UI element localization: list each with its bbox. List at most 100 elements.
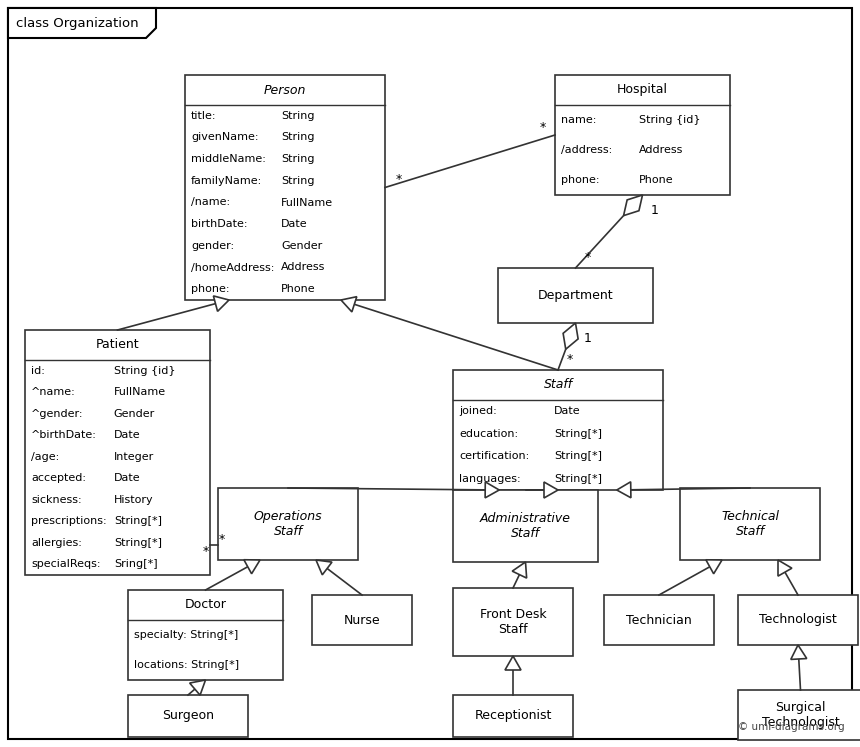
Polygon shape <box>8 8 156 38</box>
Text: /homeAddress:: /homeAddress: <box>191 262 274 273</box>
Text: Department: Department <box>538 289 613 302</box>
Text: String[*]: String[*] <box>114 516 162 526</box>
Bar <box>604 595 714 645</box>
Bar <box>453 370 663 490</box>
Text: *: * <box>567 353 573 367</box>
Text: Gender: Gender <box>114 409 155 419</box>
Text: familyName:: familyName: <box>191 176 262 186</box>
Text: specialReqs:: specialReqs: <box>31 560 101 569</box>
Text: name:: name: <box>561 115 596 125</box>
Text: *: * <box>203 545 209 557</box>
Bar <box>453 490 598 562</box>
Polygon shape <box>513 562 526 578</box>
Text: title:: title: <box>191 111 217 121</box>
Bar <box>498 268 653 323</box>
Text: Technical
Staff: Technical Staff <box>721 510 779 538</box>
Text: education:: education: <box>459 429 518 438</box>
Text: joined:: joined: <box>459 406 497 416</box>
Bar <box>128 695 248 737</box>
Text: Date: Date <box>114 430 140 440</box>
Polygon shape <box>316 560 332 575</box>
Polygon shape <box>706 560 722 574</box>
Bar <box>555 75 730 195</box>
Text: *: * <box>396 173 402 186</box>
Bar <box>185 75 385 300</box>
Text: ^gender:: ^gender: <box>31 409 83 419</box>
Text: Operations
Staff: Operations Staff <box>254 510 322 538</box>
Polygon shape <box>505 656 521 670</box>
Text: Sring[*]: Sring[*] <box>114 560 157 569</box>
Text: *: * <box>585 252 591 264</box>
Text: /address:: /address: <box>561 145 612 155</box>
Text: 1: 1 <box>584 332 592 346</box>
Bar <box>738 595 858 645</box>
Text: String[*]: String[*] <box>554 429 602 438</box>
Polygon shape <box>190 680 206 695</box>
Bar <box>218 488 358 560</box>
Text: Receptionist: Receptionist <box>475 710 551 722</box>
Text: Technologist: Technologist <box>759 613 837 627</box>
Text: id:: id: <box>31 366 45 376</box>
Text: String: String <box>281 111 315 121</box>
Bar <box>128 590 283 680</box>
Text: phone:: phone: <box>561 175 599 185</box>
Text: Gender: Gender <box>281 241 322 251</box>
Text: ^name:: ^name: <box>31 387 76 397</box>
Text: phone:: phone: <box>191 284 230 294</box>
Text: © uml-diagrams.org: © uml-diagrams.org <box>739 722 845 732</box>
Text: Date: Date <box>281 219 308 229</box>
Text: *: * <box>219 533 225 545</box>
Text: String[*]: String[*] <box>554 451 602 461</box>
Text: Integer: Integer <box>114 452 154 462</box>
Bar <box>312 595 412 645</box>
Text: String[*]: String[*] <box>554 474 602 484</box>
Text: /age:: /age: <box>31 452 59 462</box>
Text: Address: Address <box>639 145 684 155</box>
Text: String {id}: String {id} <box>639 115 701 125</box>
Text: middleName:: middleName: <box>191 154 266 164</box>
Bar <box>453 695 573 737</box>
Text: Date: Date <box>554 406 580 416</box>
Text: History: History <box>114 495 153 505</box>
Text: allergies:: allergies: <box>31 538 82 548</box>
Text: givenName:: givenName: <box>191 132 259 143</box>
Text: Surgeon: Surgeon <box>162 710 214 722</box>
Text: gender:: gender: <box>191 241 234 251</box>
Bar <box>453 588 573 656</box>
Text: Technician: Technician <box>626 613 692 627</box>
Polygon shape <box>617 482 631 498</box>
Polygon shape <box>244 560 260 574</box>
Text: certification:: certification: <box>459 451 529 461</box>
Text: ^birthDate:: ^birthDate: <box>31 430 97 440</box>
Bar <box>738 690 860 740</box>
Text: Phone: Phone <box>281 284 316 294</box>
Text: Front Desk
Staff: Front Desk Staff <box>480 608 546 636</box>
Text: String[*]: String[*] <box>114 538 162 548</box>
Text: sickness:: sickness: <box>31 495 82 505</box>
Text: specialty: String[*]: specialty: String[*] <box>134 630 238 640</box>
Text: Person: Person <box>264 84 306 96</box>
Text: Doctor: Doctor <box>185 598 226 612</box>
Text: *: * <box>540 120 546 134</box>
Text: /name:: /name: <box>191 197 230 208</box>
Text: languages:: languages: <box>459 474 520 484</box>
Text: Date: Date <box>114 474 140 483</box>
Text: locations: String[*]: locations: String[*] <box>134 660 239 670</box>
Text: Hospital: Hospital <box>617 84 668 96</box>
Text: accepted:: accepted: <box>31 474 86 483</box>
Text: String {id}: String {id} <box>114 366 175 376</box>
Text: FullName: FullName <box>114 387 166 397</box>
Bar <box>680 488 820 560</box>
Polygon shape <box>341 297 357 312</box>
Text: 1: 1 <box>650 205 659 217</box>
Text: Staff: Staff <box>544 379 573 391</box>
Text: birthDate:: birthDate: <box>191 219 248 229</box>
Text: Surgical
Technologist: Surgical Technologist <box>762 701 839 729</box>
Text: prescriptions:: prescriptions: <box>31 516 107 526</box>
Text: FullName: FullName <box>281 197 333 208</box>
Polygon shape <box>563 323 578 350</box>
Polygon shape <box>791 645 807 660</box>
Polygon shape <box>778 560 792 576</box>
Text: Nurse: Nurse <box>344 613 380 627</box>
Text: String: String <box>281 132 315 143</box>
